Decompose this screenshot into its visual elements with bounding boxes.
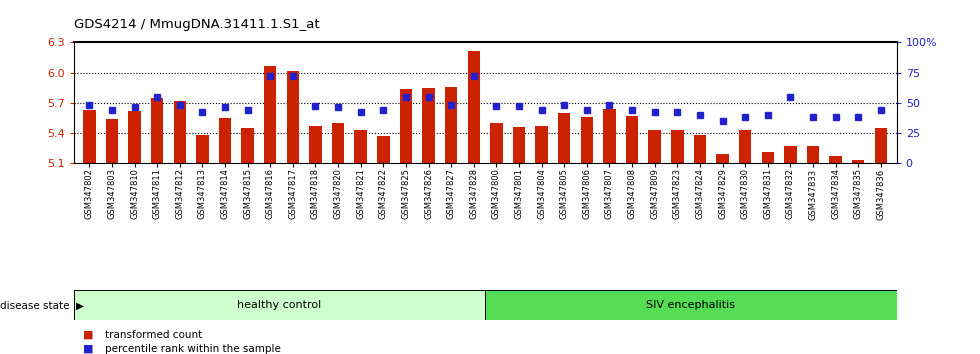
Bar	[485, 290, 897, 320]
Bar	[264, 65, 276, 163]
Bar	[128, 111, 141, 163]
Bar	[355, 130, 367, 163]
Bar	[558, 113, 570, 163]
Text: transformed count: transformed count	[105, 330, 202, 339]
Bar	[671, 130, 684, 163]
Bar	[286, 70, 299, 163]
Bar	[422, 87, 435, 163]
Bar	[716, 154, 729, 163]
Bar	[829, 156, 842, 163]
Bar	[467, 51, 480, 163]
Text: ■: ■	[83, 330, 94, 339]
Bar	[694, 135, 707, 163]
Text: GDS4214 / MmugDNA.31411.1.S1_at: GDS4214 / MmugDNA.31411.1.S1_at	[74, 18, 319, 31]
Bar	[604, 109, 615, 163]
Bar	[83, 110, 95, 163]
Bar	[535, 126, 548, 163]
Bar	[874, 128, 887, 163]
Bar	[580, 117, 593, 163]
Bar	[173, 101, 186, 163]
Bar	[74, 290, 485, 320]
Bar	[400, 88, 413, 163]
Bar	[739, 130, 752, 163]
Bar	[151, 98, 164, 163]
Text: SIV encephalitis: SIV encephalitis	[647, 300, 735, 310]
Text: disease state  ▶: disease state ▶	[0, 300, 84, 310]
Bar	[219, 118, 231, 163]
Bar	[513, 127, 525, 163]
Bar	[310, 126, 321, 163]
Bar	[332, 123, 344, 163]
Bar	[649, 130, 661, 163]
Bar	[807, 146, 819, 163]
Bar	[377, 136, 390, 163]
Bar	[106, 119, 119, 163]
Bar	[490, 123, 503, 163]
Text: ■: ■	[83, 344, 94, 354]
Bar	[761, 152, 774, 163]
Text: percentile rank within the sample: percentile rank within the sample	[105, 344, 280, 354]
Bar	[241, 128, 254, 163]
Bar	[445, 87, 458, 163]
Bar	[626, 116, 638, 163]
Bar	[196, 135, 209, 163]
Text: healthy control: healthy control	[237, 300, 321, 310]
Bar	[784, 146, 797, 163]
Bar	[852, 160, 864, 163]
